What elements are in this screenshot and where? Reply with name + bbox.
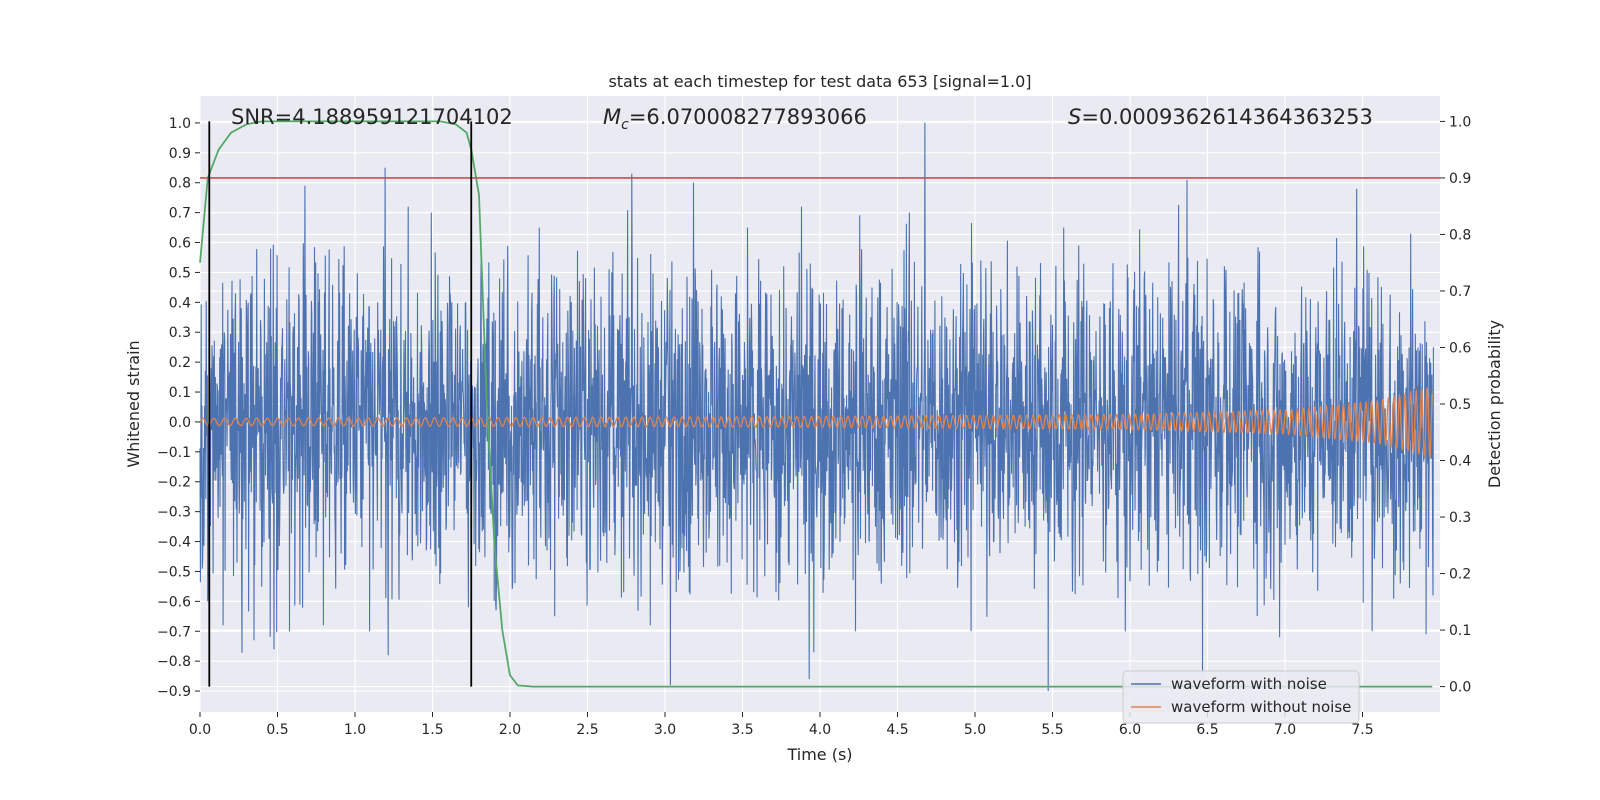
y-tick-label: 0.8: [169, 176, 191, 192]
right-y-tick-label: 0.3: [1449, 510, 1471, 526]
y-tick-label: −0.3: [157, 505, 191, 521]
legend-box: [1122, 670, 1360, 724]
y-tick-label: −0.6: [157, 594, 191, 610]
y-tick-label: 0.6: [169, 236, 191, 252]
right-y-tick-label: 0.2: [1449, 567, 1471, 583]
x-tick-label: 5.0: [964, 722, 986, 738]
legend-label-noise: waveform with noise: [1171, 675, 1327, 693]
y-tick-label: −0.8: [157, 654, 191, 670]
chirp-mass-annotation: Mc=6.070008277893066: [603, 105, 867, 133]
right-y-tick-label: 0.6: [1449, 340, 1471, 356]
y-tick-label: 0.2: [169, 355, 191, 371]
x-axis: 0.0 0.5 1.0 1.5 2.0 2.5 3.0 3.5 4.0 4.5 5.0 5.5 6.0 6…: [189, 712, 1374, 738]
y-tick-label: 0.0: [169, 415, 191, 431]
snr-annotation: SNR=4.188959121704102: [231, 105, 513, 129]
legend: waveform with noise waveform without noi…: [1122, 670, 1360, 724]
x-tick-label: 2.0: [499, 722, 521, 738]
legend-label-clean: waveform without noise: [1171, 698, 1351, 716]
right-y-tick-label: 0.8: [1449, 227, 1471, 243]
x-tick-label: 3.5: [731, 722, 753, 738]
chirp-mass-symbol: M: [603, 105, 621, 129]
series-detection-probability: [199, 120, 1433, 688]
y-tick-label: 0.7: [169, 206, 191, 222]
x-axis-label: Time (s): [786, 745, 852, 764]
right-y-axis: 1.0 0.9 0.8 0.7 0.6 0.5 0.4 0.3 0.2 0.1 0.0: [1440, 114, 1471, 696]
clean-line: [199, 387, 1433, 459]
y-tick-label: −0.9: [157, 684, 191, 700]
y-tick-label: −0.5: [157, 564, 191, 580]
y-axis-label: Whitened strain: [124, 340, 143, 467]
x-tick-label: 1.0: [344, 722, 366, 738]
x-tick-label: 1.5: [421, 722, 443, 738]
chart-title: stats at each timestep for test data 653…: [608, 72, 1031, 91]
y-tick-label: −0.7: [157, 624, 191, 640]
left-y-axis: 1.0 0.9 0.8 0.7 0.6 0.5 0.4 0.3 0.2 0.1 0.0 −0.1 −0.…: [157, 116, 200, 700]
overlay-lines: [200, 121, 1440, 687]
y-tick-label: 0.5: [169, 265, 191, 281]
series-waveform-with-noise: [199, 122, 1434, 692]
right-y-tick-label: 0.1: [1449, 623, 1471, 639]
y-tick-label: 1.0: [169, 116, 191, 132]
x-tick-label: 5.5: [1041, 722, 1063, 738]
x-tick-label: 0.0: [189, 722, 211, 738]
y-tick-label: 0.9: [169, 146, 191, 162]
right-y-tick-label: 0.7: [1449, 284, 1471, 300]
s-annotation: S=0.0009362614364363253: [1068, 105, 1373, 129]
right-y-tick-label: 0.9: [1449, 171, 1471, 187]
x-tick-label: 3.0: [654, 722, 676, 738]
y-tick-label: −0.1: [157, 445, 191, 461]
chirp-mass-value: =6.070008277893066: [629, 105, 867, 129]
series-waveform-without-noise: [199, 387, 1433, 459]
right-y-tick-label: 0.5: [1449, 397, 1471, 413]
right-y-axis-label: Detection probability: [1485, 320, 1504, 488]
noise-line: [199, 122, 1434, 692]
x-tick-label: 4.5: [886, 722, 908, 738]
right-y-tick-label: 1.0: [1449, 114, 1471, 130]
s-symbol: S: [1068, 105, 1081, 129]
x-tick-label: 7.5: [1351, 722, 1373, 738]
x-tick-label: 0.5: [266, 722, 288, 738]
chirp-mass-subscript: c: [621, 117, 629, 133]
x-tick-label: 7.0: [1274, 722, 1296, 738]
x-tick-label: 6.5: [1196, 722, 1218, 738]
probability-line: [199, 120, 1433, 688]
y-tick-label: −0.4: [157, 535, 191, 551]
y-tick-label: 0.1: [169, 385, 191, 401]
x-tick-label: 2.5: [576, 722, 598, 738]
right-y-tick-label: 0.0: [1449, 680, 1471, 696]
y-tick-label: 0.4: [169, 295, 191, 311]
x-tick-label: 6.0: [1119, 722, 1141, 738]
right-y-tick-label: 0.4: [1449, 454, 1471, 470]
s-value: =0.0009362614364363253: [1081, 105, 1373, 129]
x-tick-label: 4.0: [809, 722, 831, 738]
y-tick-label: 0.3: [169, 325, 191, 341]
y-tick-label: −0.2: [157, 475, 191, 491]
